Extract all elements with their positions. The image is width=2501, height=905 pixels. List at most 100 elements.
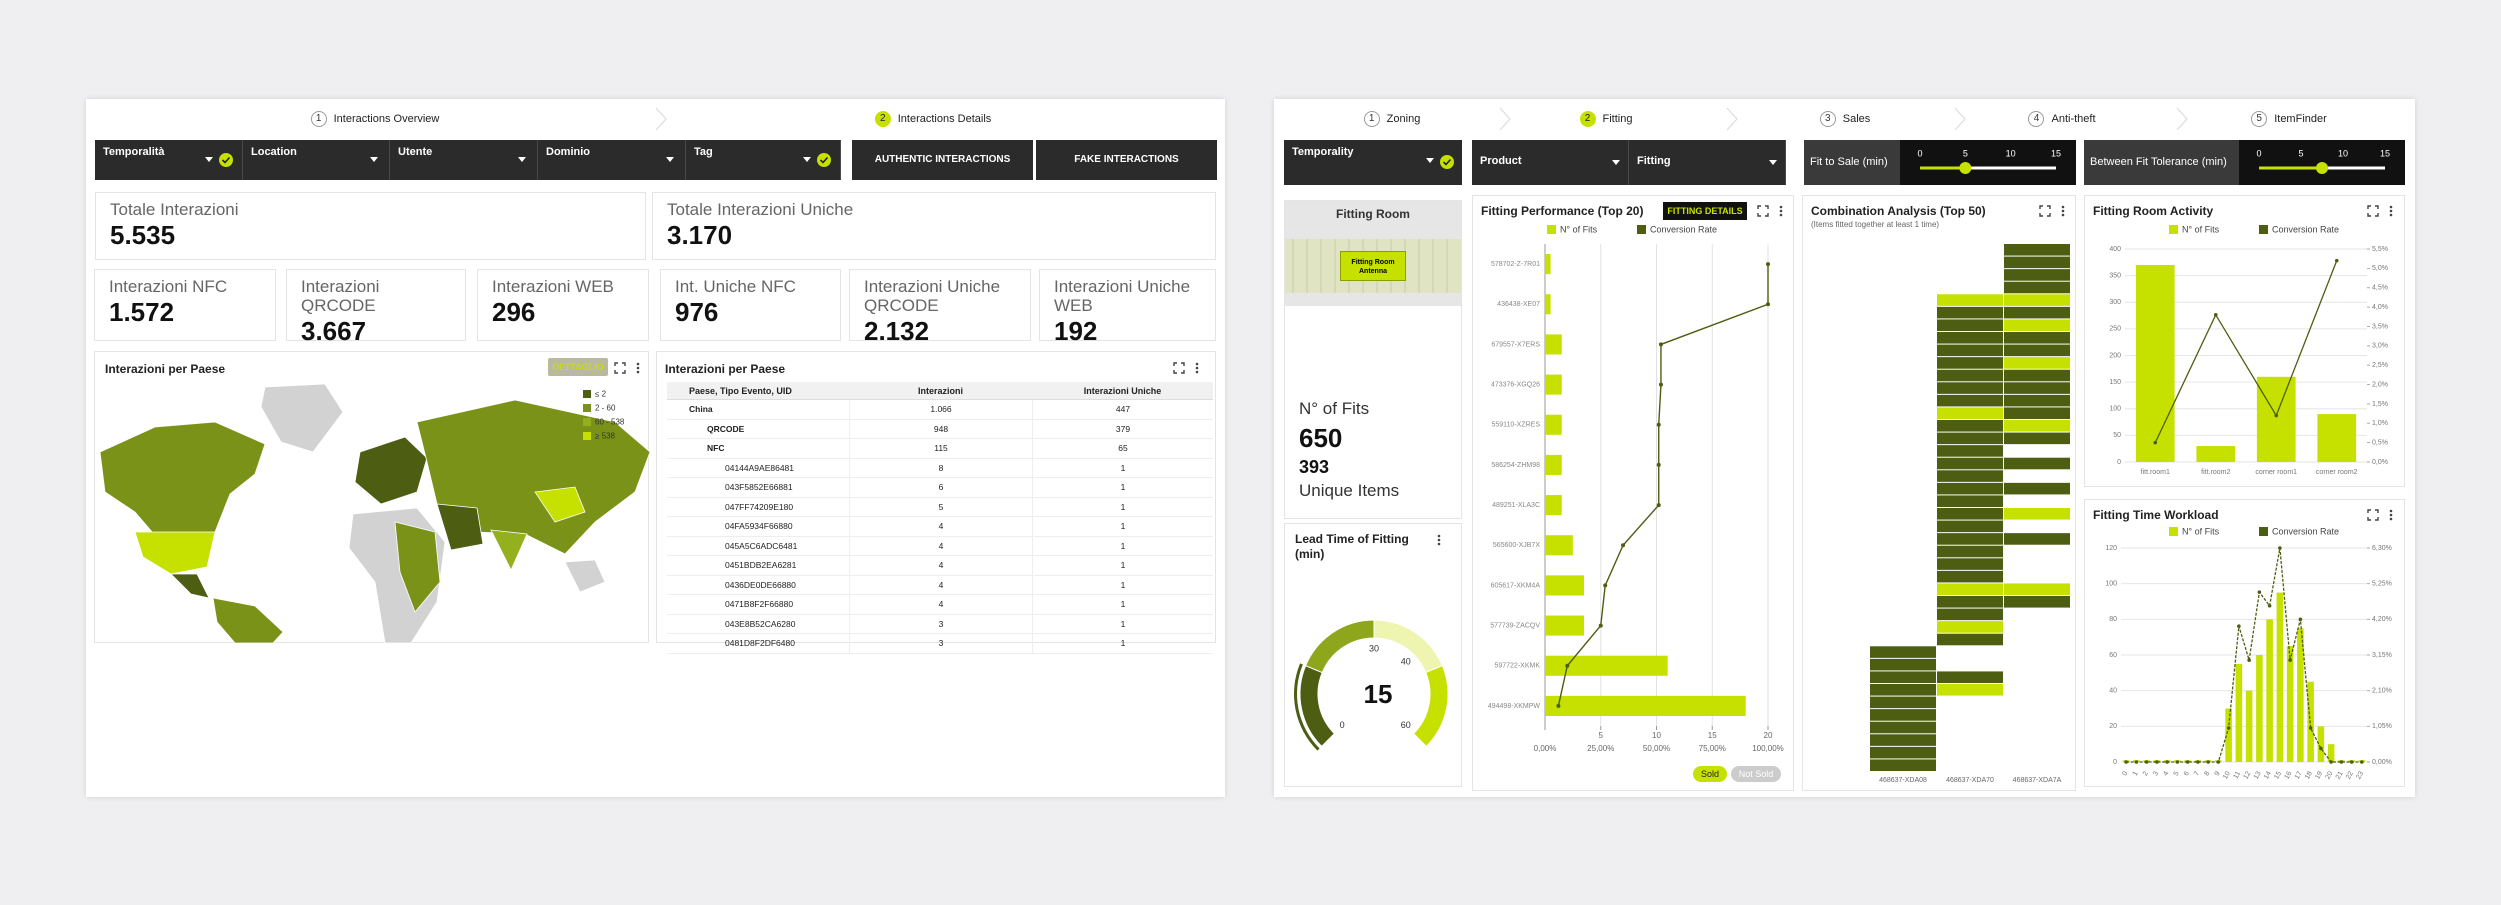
slider-filter[interactable]: Fit to Sale (min) 0 5 10 15 <box>1804 140 2076 185</box>
y-tick-label: 120 <box>2105 545 2117 552</box>
tab-button[interactable]: AUTHENTIC INTERACTIONS <box>852 140 1033 180</box>
bar <box>2256 376 2296 462</box>
card-title: Combination Analysis (Top 50) <box>1811 204 1986 218</box>
heat-cell <box>2004 457 2070 470</box>
table-cell: NFC <box>707 443 725 453</box>
kpi-value: 192 <box>1054 316 1098 346</box>
heat-cell <box>2004 583 2070 595</box>
legend-label: 2 - 60 <box>595 404 616 413</box>
tab-button[interactable]: FAKE INTERACTIONS <box>1036 140 1217 180</box>
filter-label: Tag <box>694 146 713 158</box>
step-label: ItemFinder <box>2274 113 2327 125</box>
clear-icon <box>817 153 831 167</box>
check-bg <box>219 153 233 167</box>
card-title: Interazioni per Paese <box>105 362 226 376</box>
filter-dropdown[interactable]: Utente <box>390 140 538 180</box>
conversion-point <box>2298 617 2303 622</box>
kpi-value: 3.170 <box>667 220 733 250</box>
conversion-point <box>2334 258 2339 263</box>
step[interactable]: 1 Interactions Overview <box>295 109 455 129</box>
toggle[interactable]: Sold <box>1693 766 1727 782</box>
slider-tick-label: 5 <box>1963 148 1968 158</box>
table-cell: 04144A9AE86481 <box>725 462 795 473</box>
filter-dropdown[interactable]: Temporalità <box>95 140 243 180</box>
step[interactable]: 2 Fitting <box>1526 109 1686 129</box>
row-label: 679557-X7ERS <box>1491 341 1540 348</box>
filter-dropdown[interactable]: Tag <box>686 140 841 180</box>
table-cell: 1 <box>1032 497 1213 517</box>
row-label: 559110-XZRES <box>1491 422 1540 429</box>
x-tick-label: 9 <box>2214 770 2222 777</box>
menu-dot <box>2389 205 2393 209</box>
filter-dropdown[interactable]: Product <box>1472 140 1629 185</box>
heat-cell <box>2004 420 2070 432</box>
step[interactable]: 4 Anti-theft <box>1982 109 2142 129</box>
table-cell: 6 <box>849 478 1032 498</box>
step[interactable]: 3 Sales <box>1765 109 1925 129</box>
table-row: 047FF74209E180 5 1 <box>667 497 1213 517</box>
x-tick-label: 7 <box>2193 770 2201 777</box>
filter-dropdown[interactable]: Location <box>243 140 390 180</box>
details-button[interactable]: FITTING DETAILS <box>1663 202 1747 220</box>
table-cell: 1 <box>1032 595 1213 615</box>
expand-icon <box>2367 509 2379 521</box>
kpi-card: Totale Interazioni Uniche 3.170 <box>652 192 1216 260</box>
step-label: Zoning <box>1386 113 1421 125</box>
heat-cell <box>1937 470 2003 482</box>
expand-icon <box>2039 205 2051 217</box>
step-label: Fitting <box>1602 113 1633 125</box>
heat-cell <box>1937 344 2003 357</box>
step[interactable]: 5 ItemFinder <box>2209 109 2369 129</box>
gauge-value-arc <box>1294 663 1320 751</box>
step-label: Interactions Overview <box>333 113 440 125</box>
table-row: 045A5C6ADC6481 4 1 <box>667 536 1213 556</box>
bar <box>1545 454 1562 475</box>
menu-dot <box>2389 517 2393 521</box>
kpi-label: Totale Interazioni Uniche <box>667 200 854 219</box>
country-shape <box>170 573 210 599</box>
step[interactable]: 2 Interactions Details <box>853 109 1013 129</box>
expand-icon <box>614 362 626 374</box>
slider-filter[interactable]: Between Fit Tolerance (min) 0 5 10 15 <box>2084 140 2405 185</box>
detail-button[interactable]: DETTAGLIO <box>548 358 608 376</box>
card-title: Fitting Room Activity <box>2093 204 2214 218</box>
filter-dropdown[interactable]: Dominio <box>538 140 686 180</box>
table-cell: 0451BDB2EA6281 <box>725 560 797 570</box>
filter-label: Temporality <box>1292 146 1354 158</box>
slider-label: Fit to Sale (min) <box>1804 140 1900 185</box>
slider-tick-label: 10 <box>2006 148 2016 158</box>
heat-cell <box>1937 495 2003 507</box>
card-title: Fitting Performance (Top 20) <box>1481 204 1644 218</box>
filter-dropdown[interactable]: Temporality <box>1284 140 1462 185</box>
menu-dot <box>1195 370 1199 374</box>
table-cell: 8 <box>849 458 1032 478</box>
table-cell: 1 <box>1032 517 1213 537</box>
table-cell: 1.066 <box>849 400 1032 420</box>
bar <box>1545 615 1585 636</box>
table-cell: 043F5852E66881 <box>725 482 793 492</box>
heat-cell <box>2004 407 2070 419</box>
heat-cell <box>2004 382 2070 394</box>
conversion-point <box>2257 590 2262 594</box>
heat-cell <box>2004 332 2070 344</box>
menu-dot <box>2061 205 2065 209</box>
heat-cell <box>1937 633 2003 646</box>
legend-swatch <box>2169 527 2178 536</box>
country-shape <box>534 486 586 523</box>
menu-dot <box>1437 538 1441 542</box>
y-tick-label: 80 <box>2109 616 2117 623</box>
table-card: Interazioni per Paese Paese, Tipo Evento,… <box>656 351 1216 654</box>
heat-cell <box>1937 457 2003 470</box>
caret <box>666 157 674 162</box>
heat-cell <box>1937 671 2003 683</box>
heat-cell <box>1870 684 1936 696</box>
bar <box>2276 592 2284 762</box>
kpi-card: Totale Interazioni 5.535 <box>95 192 646 260</box>
filter-dropdown[interactable]: Fitting <box>1629 140 1786 185</box>
bar <box>2266 619 2273 762</box>
step[interactable]: 1 Zoning <box>1312 109 1472 129</box>
caret <box>205 157 213 162</box>
menu-dot <box>2389 209 2393 213</box>
toggle[interactable]: Not Sold <box>1731 766 1781 782</box>
right-dashboard: 1 Zoning 2 Fitting 3 Sales 4 Anti-theft 5 ItemFin… <box>1274 99 2415 797</box>
